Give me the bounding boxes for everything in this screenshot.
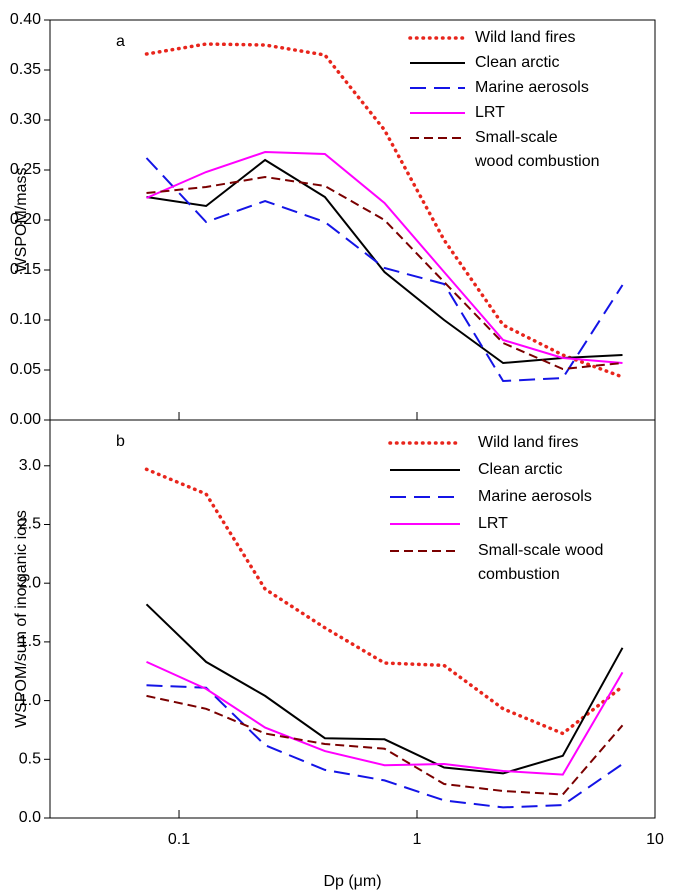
y-tick-label: 1.0 [19, 692, 41, 709]
y-tick-label: 0.10 [10, 311, 41, 328]
y-tick-label: 0.15 [10, 261, 41, 278]
y-tick-label: 0.00 [10, 411, 41, 428]
text-line: Small-scale [475, 129, 558, 146]
y-tick-label: 0.35 [10, 61, 41, 78]
y-tick-label: 0.20 [10, 211, 41, 228]
plot-frame [49, 419, 656, 819]
panel-label: b [116, 433, 125, 450]
legend-label: LRT [478, 515, 508, 532]
series-line [146, 175, 623, 371]
y-tick-label: 0.40 [10, 11, 41, 28]
y-tick-label: 0.05 [10, 361, 41, 378]
series-line [146, 660, 624, 776]
y-tick-label: 3.0 [19, 457, 41, 474]
series-line [145, 603, 624, 775]
series-line [144, 42, 625, 379]
series-line [146, 694, 624, 796]
series-line [146, 684, 624, 809]
x-tick-label: 0.1 [168, 831, 190, 848]
y-tick-label: 2.0 [19, 574, 41, 591]
series-line [146, 158, 623, 365]
legend-label: LRT [475, 104, 505, 121]
series-line [145, 157, 624, 383]
panel-label: a [116, 33, 125, 50]
x-tick-label: 1 [413, 831, 422, 848]
y-tick-label: 1.5 [19, 633, 41, 650]
x-axis-label: Dp (μm) [323, 873, 381, 890]
legend-label: Clean arctic [478, 461, 562, 478]
y-axis-label: WSPOM/sum of inorganic ions [13, 510, 30, 728]
y-axis-label: WSPOM/mass [13, 168, 30, 273]
text-line: Small-scale wood [478, 542, 603, 559]
legend-label: Marine aerosols [475, 79, 589, 96]
y-tick-label: 0.30 [10, 111, 41, 128]
text-line: combustion [478, 566, 560, 583]
legend-label: Wild land fires [478, 434, 578, 451]
x-tick-label: 10 [646, 831, 664, 848]
legend-label: Small-scale wood combustion [474, 129, 600, 170]
y-tick-label: 0.0 [19, 809, 41, 826]
y-tick-label: 2.5 [19, 516, 41, 533]
legend-label: Clean arctic [475, 54, 559, 71]
legend-label: Wild land fires [475, 29, 575, 46]
text-line: wood combustion [474, 153, 600, 170]
series-line [146, 150, 623, 364]
legend-label: Small-scale wood combustion [478, 542, 603, 583]
y-tick-label: 0.25 [10, 161, 41, 178]
legend-label: Marine aerosols [478, 488, 592, 505]
y-tick-label: 0.5 [19, 751, 41, 768]
series-line [144, 467, 625, 736]
